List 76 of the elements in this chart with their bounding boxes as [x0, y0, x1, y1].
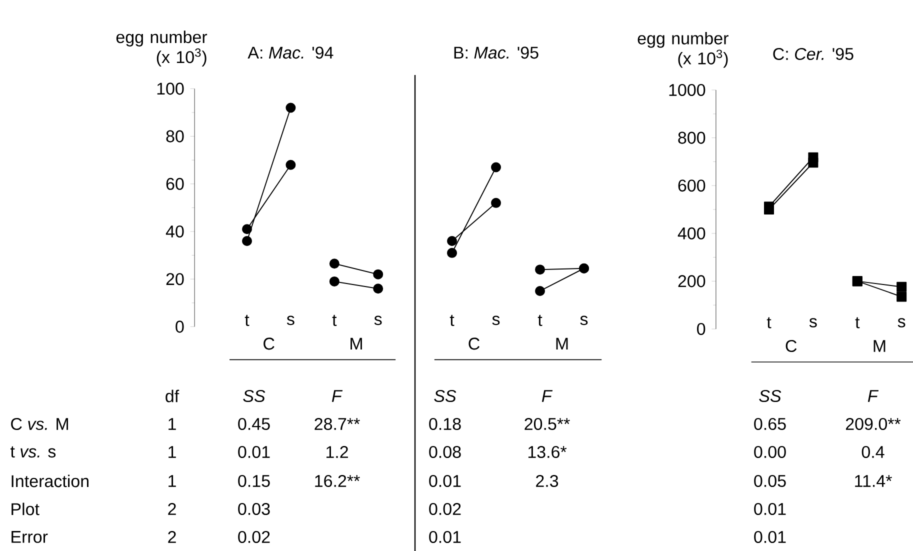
- text: 0.65: [754, 418, 786, 430]
- text: 28.7**: [314, 418, 360, 430]
- text: 2: [168, 503, 176, 515]
- text: 2.3: [536, 474, 558, 488]
- x-tick-label: t: [855, 317, 860, 328]
- text: 0.01: [429, 530, 461, 544]
- text: 2: [168, 531, 176, 543]
- text: 0.01: [754, 502, 786, 516]
- text: 16.2**: [315, 474, 360, 488]
- y-tick-label: 0: [697, 322, 706, 336]
- text: 0.45: [238, 418, 270, 430]
- y-tick-label: 200: [678, 275, 706, 288]
- text: 0.02: [238, 530, 270, 544]
- y-tick-label: 600: [678, 180, 706, 192]
- y-tick-label: 800: [678, 132, 706, 144]
- text: df: [166, 390, 180, 402]
- text: C: [786, 340, 797, 352]
- x-tick-label: s: [809, 318, 817, 328]
- chart-title: B: Mac. '95: [454, 46, 538, 59]
- text: 1: [168, 446, 176, 458]
- y-tick-label: 1000: [669, 84, 706, 96]
- y-tick-label: 60: [166, 178, 184, 190]
- text: 0.01: [429, 474, 461, 488]
- x-tick-label: t: [450, 314, 454, 326]
- text: SS: [434, 390, 456, 402]
- text: 13.6*: [528, 446, 567, 458]
- y-axis-title: egg number (x 10$^{3}$): [116, 30, 208, 66]
- text: 0.15: [238, 474, 270, 488]
- y-tick-label: 400: [678, 227, 706, 240]
- text: Interaction: [12, 474, 88, 488]
- chart-title: C: Cer. '95: [773, 48, 854, 60]
- chart-title: A: Mac. '94: [248, 46, 334, 59]
- text: 1: [168, 418, 176, 430]
- text: 0.18: [429, 418, 461, 430]
- text: 0.03: [238, 502, 270, 516]
- x-tick-label: s: [374, 316, 382, 326]
- text: M: [350, 338, 362, 350]
- text: Plot: [12, 502, 40, 516]
- y-tick-label: 20: [166, 273, 184, 286]
- x-tick-label: t: [538, 314, 542, 326]
- text: M: [874, 340, 886, 352]
- text: 1: [168, 475, 176, 487]
- text: 1.2: [326, 446, 348, 458]
- text: 0.02: [429, 502, 461, 516]
- text: 209.0**: [846, 418, 901, 430]
- text: 11.4*: [855, 475, 892, 487]
- x-tick-label: s: [286, 316, 294, 326]
- x-tick-label: s: [492, 316, 500, 326]
- text: 0.08: [429, 446, 461, 458]
- text: F: [868, 390, 879, 402]
- x-tick-label: s: [898, 318, 906, 328]
- text: 0.01: [238, 446, 270, 458]
- text: Error: [12, 531, 48, 543]
- x-tick-label: t: [766, 317, 772, 328]
- x-tick-label: s: [580, 316, 588, 326]
- y-tick-label: 0: [176, 320, 184, 333]
- text: C vs. M: [11, 418, 68, 430]
- y-tick-label: 100: [157, 82, 184, 95]
- x-tick-label: t: [332, 314, 337, 326]
- text: C: [468, 338, 480, 350]
- text: C: [264, 338, 274, 350]
- x-tick-label: t: [244, 314, 250, 326]
- text: F: [332, 390, 343, 402]
- text: 0.01: [754, 530, 786, 544]
- y-tick-label: 80: [166, 130, 184, 142]
- text: F: [542, 390, 553, 402]
- text: SS: [243, 390, 266, 402]
- y-tick-label: 40: [166, 225, 184, 238]
- text: 0.00: [754, 446, 786, 458]
- text: 0.4: [862, 446, 884, 458]
- text: SS: [759, 390, 782, 402]
- text: 20.5**: [524, 418, 570, 430]
- text: M: [556, 338, 568, 350]
- text: 0.05: [754, 474, 786, 488]
- y-axis-title: egg number (x 10$^{3}$): [638, 32, 728, 68]
- text: t vs. s: [10, 446, 56, 458]
